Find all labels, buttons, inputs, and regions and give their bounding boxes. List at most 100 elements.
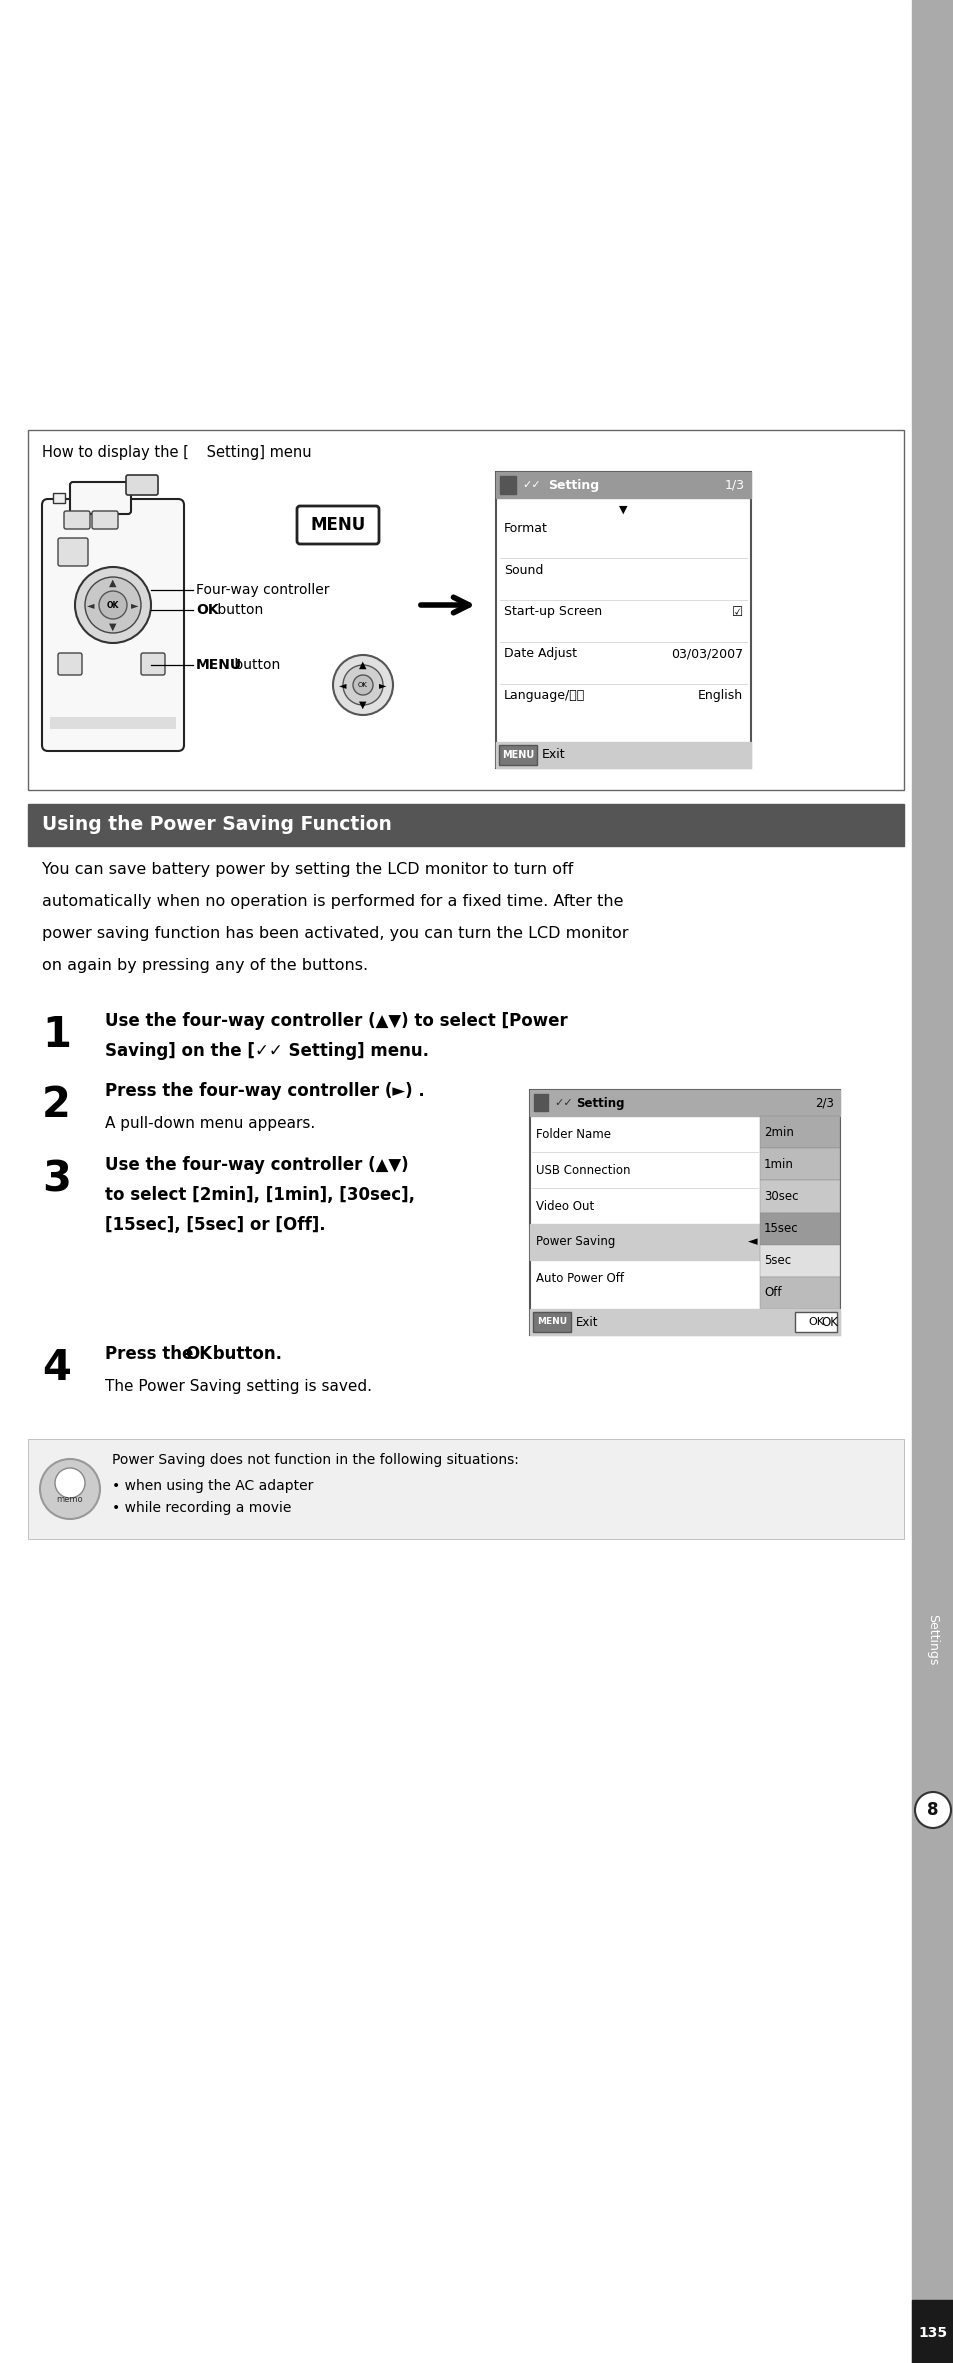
Text: Exit: Exit: [576, 1316, 598, 1328]
Bar: [911, 0, 953, 2363]
Text: Power Saving does not function in the following situations:: Power Saving does not function in the fo…: [112, 1453, 518, 1467]
Text: ✓✓: ✓✓: [554, 1099, 572, 1108]
Text: OK: OK: [107, 600, 119, 610]
Text: Using the Power Saving Function: Using the Power Saving Function: [42, 815, 392, 834]
Text: 03/03/2007: 03/03/2007: [670, 647, 742, 662]
FancyBboxPatch shape: [58, 652, 82, 676]
Bar: [53, 494, 65, 503]
Circle shape: [85, 577, 141, 633]
Text: ►: ►: [379, 681, 386, 690]
Text: Power Saving: Power Saving: [536, 1236, 615, 1248]
Text: Setting] menu: Setting] menu: [202, 444, 312, 458]
Bar: [760, 1182, 840, 1212]
Text: OK: OK: [821, 1316, 837, 1328]
Text: 2min: 2min: [763, 1125, 793, 1139]
Circle shape: [914, 1791, 950, 1829]
Text: Setting: Setting: [576, 1096, 624, 1111]
Text: ▼: ▼: [359, 699, 366, 709]
Text: Off: Off: [763, 1285, 781, 1300]
Bar: [911, 2299, 953, 2363]
Text: 5sec: 5sec: [763, 1255, 790, 1267]
Text: OK: OK: [185, 1345, 212, 1363]
Text: How to display the [: How to display the [: [42, 444, 189, 458]
FancyBboxPatch shape: [498, 744, 537, 766]
Text: 4: 4: [42, 1347, 71, 1389]
Bar: [28, 803, 903, 846]
Text: ◄: ◄: [747, 1236, 758, 1248]
Text: Format: Format: [503, 522, 547, 534]
Circle shape: [333, 655, 393, 716]
Text: automatically when no operation is performed for a fixed time. After the: automatically when no operation is perfo…: [42, 893, 623, 910]
Text: ◄: ◄: [87, 600, 94, 610]
Bar: [760, 1245, 840, 1276]
Text: MENU: MENU: [195, 657, 242, 671]
Text: Settings: Settings: [925, 1614, 939, 1666]
Text: ►: ►: [132, 600, 138, 610]
Text: USB Connection: USB Connection: [536, 1163, 630, 1177]
Circle shape: [353, 676, 373, 695]
Text: English: English: [698, 690, 742, 702]
Bar: [28, 430, 903, 789]
Text: Four-way controller: Four-way controller: [195, 584, 329, 598]
Bar: [530, 1309, 840, 1335]
Text: Use the four-way controller (▲▼): Use the four-way controller (▲▼): [105, 1156, 408, 1174]
Text: to select [2min], [1min], [30sec],: to select [2min], [1min], [30sec],: [105, 1186, 415, 1205]
Circle shape: [75, 567, 151, 643]
Text: button: button: [230, 657, 280, 671]
Bar: [760, 1276, 840, 1309]
Text: Language/言語: Language/言語: [503, 690, 584, 702]
FancyBboxPatch shape: [126, 475, 158, 494]
Bar: [499, 475, 516, 494]
Text: power saving function has been activated, you can turn the LCD monitor: power saving function has been activated…: [42, 926, 628, 940]
FancyBboxPatch shape: [296, 506, 378, 543]
Circle shape: [343, 664, 382, 704]
Text: • while recording a movie: • while recording a movie: [112, 1501, 291, 1515]
Text: 1min: 1min: [763, 1158, 793, 1170]
Text: 15sec: 15sec: [763, 1222, 798, 1236]
Text: 2: 2: [42, 1085, 71, 1127]
Text: Auto Power Off: Auto Power Off: [536, 1271, 623, 1285]
Text: ▼: ▼: [618, 506, 626, 515]
Text: Saving] on the [✓✓ Setting] menu.: Saving] on the [✓✓ Setting] menu.: [105, 1042, 429, 1061]
Text: ◄: ◄: [339, 681, 346, 690]
Text: ✓✓: ✓✓: [521, 480, 540, 489]
Circle shape: [55, 1467, 85, 1498]
Text: ▲: ▲: [110, 579, 116, 588]
Text: ▲: ▲: [359, 659, 366, 671]
Text: 8: 8: [926, 1801, 938, 1820]
Text: 2/3: 2/3: [814, 1096, 833, 1111]
Text: memo: memo: [56, 1493, 83, 1503]
Text: MENU: MENU: [310, 515, 365, 534]
Text: MENU: MENU: [537, 1319, 566, 1326]
Bar: [530, 1089, 840, 1335]
FancyBboxPatch shape: [794, 1311, 836, 1333]
Circle shape: [99, 591, 127, 619]
Text: 1/3: 1/3: [724, 477, 744, 492]
Text: [15sec], [5sec] or [Off].: [15sec], [5sec] or [Off].: [105, 1217, 325, 1233]
FancyBboxPatch shape: [141, 652, 165, 676]
Bar: [530, 1089, 840, 1115]
Text: OK: OK: [357, 683, 368, 688]
Bar: [530, 1224, 760, 1259]
Text: Exit: Exit: [541, 749, 565, 761]
Bar: [760, 1115, 840, 1148]
Text: OK: OK: [807, 1316, 823, 1328]
Text: on again by pressing any of the buttons.: on again by pressing any of the buttons.: [42, 957, 368, 974]
Text: OK: OK: [195, 603, 218, 617]
Text: Use the four-way controller (▲▼) to select [Power: Use the four-way controller (▲▼) to sele…: [105, 1011, 567, 1030]
Text: A pull-down menu appears.: A pull-down menu appears.: [105, 1115, 314, 1132]
Text: Setting: Setting: [547, 477, 598, 492]
FancyBboxPatch shape: [42, 499, 184, 751]
Bar: [496, 742, 750, 768]
Text: ☑: ☑: [731, 605, 742, 619]
Text: 1: 1: [42, 1014, 71, 1056]
Text: MENU: MENU: [501, 749, 534, 761]
Circle shape: [40, 1458, 100, 1519]
Text: Start-up Screen: Start-up Screen: [503, 605, 601, 619]
Text: • when using the AC adapter: • when using the AC adapter: [112, 1479, 313, 1493]
Text: The Power Saving setting is saved.: The Power Saving setting is saved.: [105, 1380, 372, 1394]
Text: ▼: ▼: [110, 621, 116, 631]
Text: button.: button.: [207, 1345, 282, 1363]
Text: Sound: Sound: [503, 562, 543, 577]
Text: button: button: [213, 603, 263, 617]
